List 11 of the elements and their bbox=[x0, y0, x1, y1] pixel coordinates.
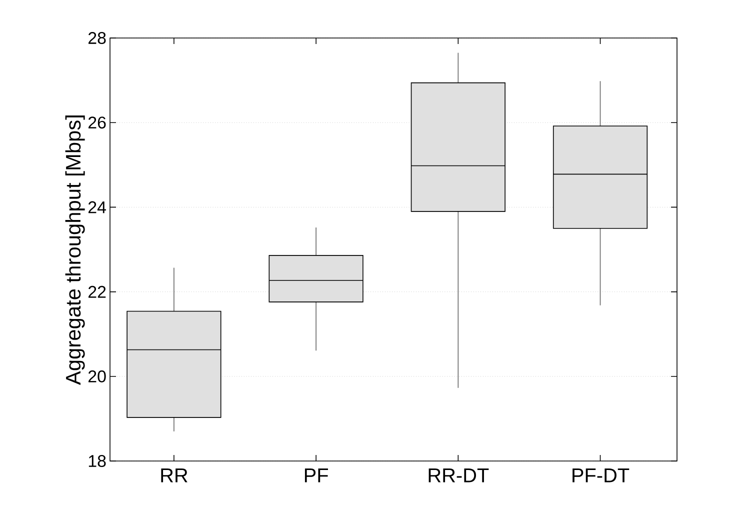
y-tick-label: 18 bbox=[88, 455, 106, 467]
x-tick-label: RR bbox=[161, 468, 188, 482]
y-tick-label: 24 bbox=[88, 201, 106, 214]
y-tick-label: 22 bbox=[88, 286, 106, 298]
y-axis-title: Aggregate throughput [Mbps] bbox=[65, 116, 85, 385]
y-tick-label: 26 bbox=[88, 116, 106, 129]
x-tick-label: PF-DT bbox=[572, 468, 630, 482]
x-tick-label: PF bbox=[304, 468, 328, 482]
y-tick-label: 28 bbox=[88, 32, 106, 44]
y-tick-label: 20 bbox=[88, 370, 106, 382]
x-tick-label: RR-DT bbox=[428, 468, 489, 482]
